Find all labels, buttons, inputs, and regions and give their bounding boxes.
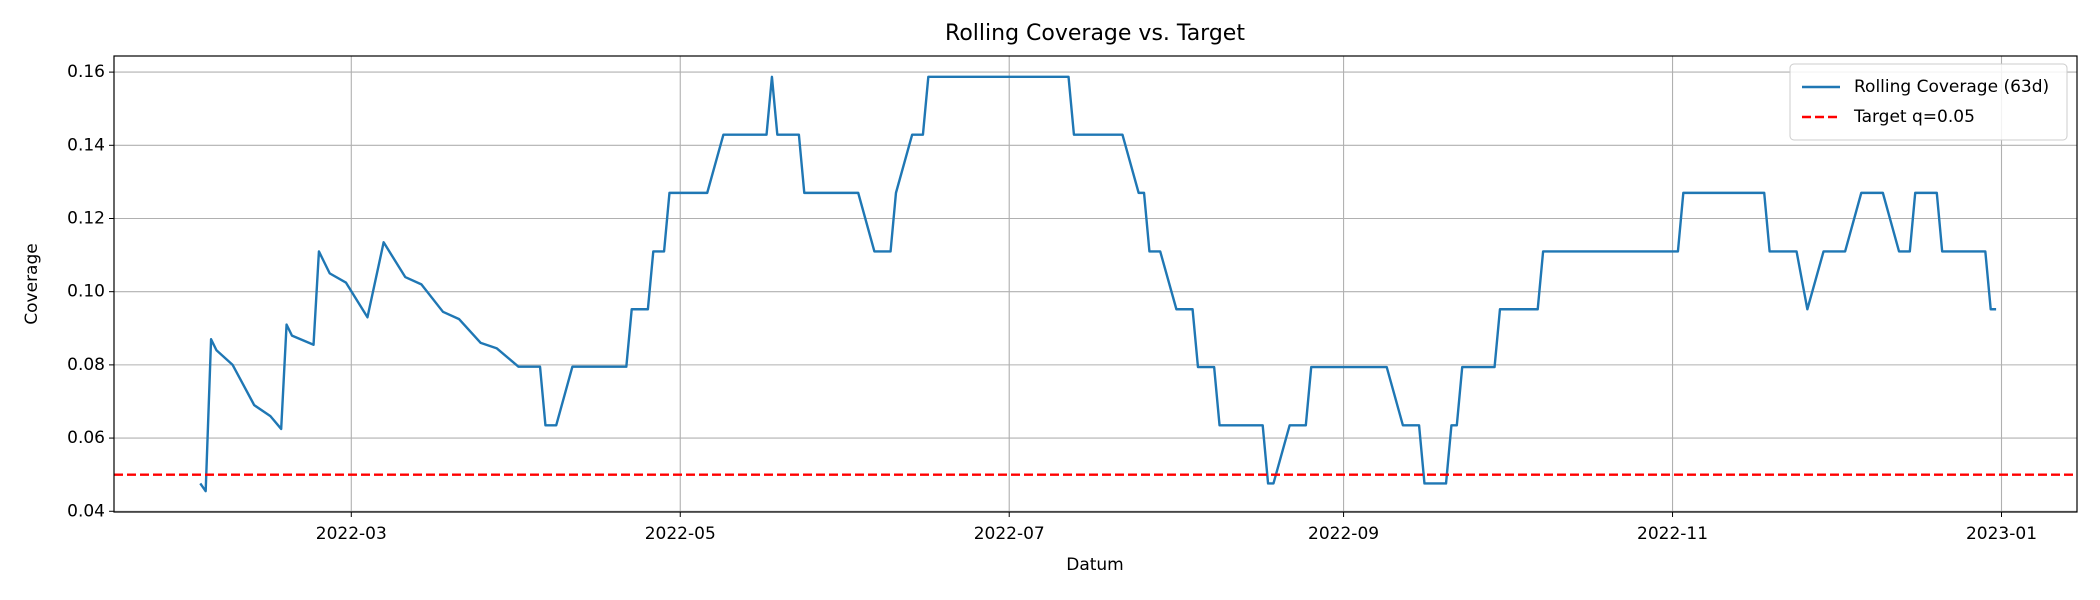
y-tick-label: 0.04 — [67, 501, 105, 521]
y-tick-label: 0.12 — [67, 208, 105, 228]
x-tick-label: 2022-05 — [645, 524, 716, 544]
y-tick-label: 0.14 — [67, 135, 105, 155]
x-tick-label: 2022-09 — [1308, 524, 1379, 544]
legend-box — [1789, 63, 2068, 141]
x-tick-label: 2023-01 — [1966, 524, 2037, 544]
x-tick-label: 2022-07 — [974, 524, 1045, 544]
axes-frame — [113, 55, 2078, 513]
y-tick-label: 0.08 — [67, 355, 105, 375]
x-tick-label: 2022-03 — [316, 524, 387, 544]
x-axis-label: Datum — [1066, 555, 1124, 575]
legend-label: Rolling Coverage (63d) — [1854, 77, 2049, 97]
y-tick-label: 0.16 — [67, 62, 105, 82]
chart-title: Rolling Coverage vs. Target — [945, 21, 1245, 46]
y-axis-label: Coverage — [22, 243, 42, 324]
y-tick-label: 0.10 — [67, 282, 105, 302]
legend-label: Target q=0.05 — [1853, 107, 1975, 127]
x-tick-label: 2022-11 — [1637, 524, 1708, 544]
y-tick-label: 0.06 — [67, 428, 105, 448]
data-line — [199, 75, 1997, 493]
